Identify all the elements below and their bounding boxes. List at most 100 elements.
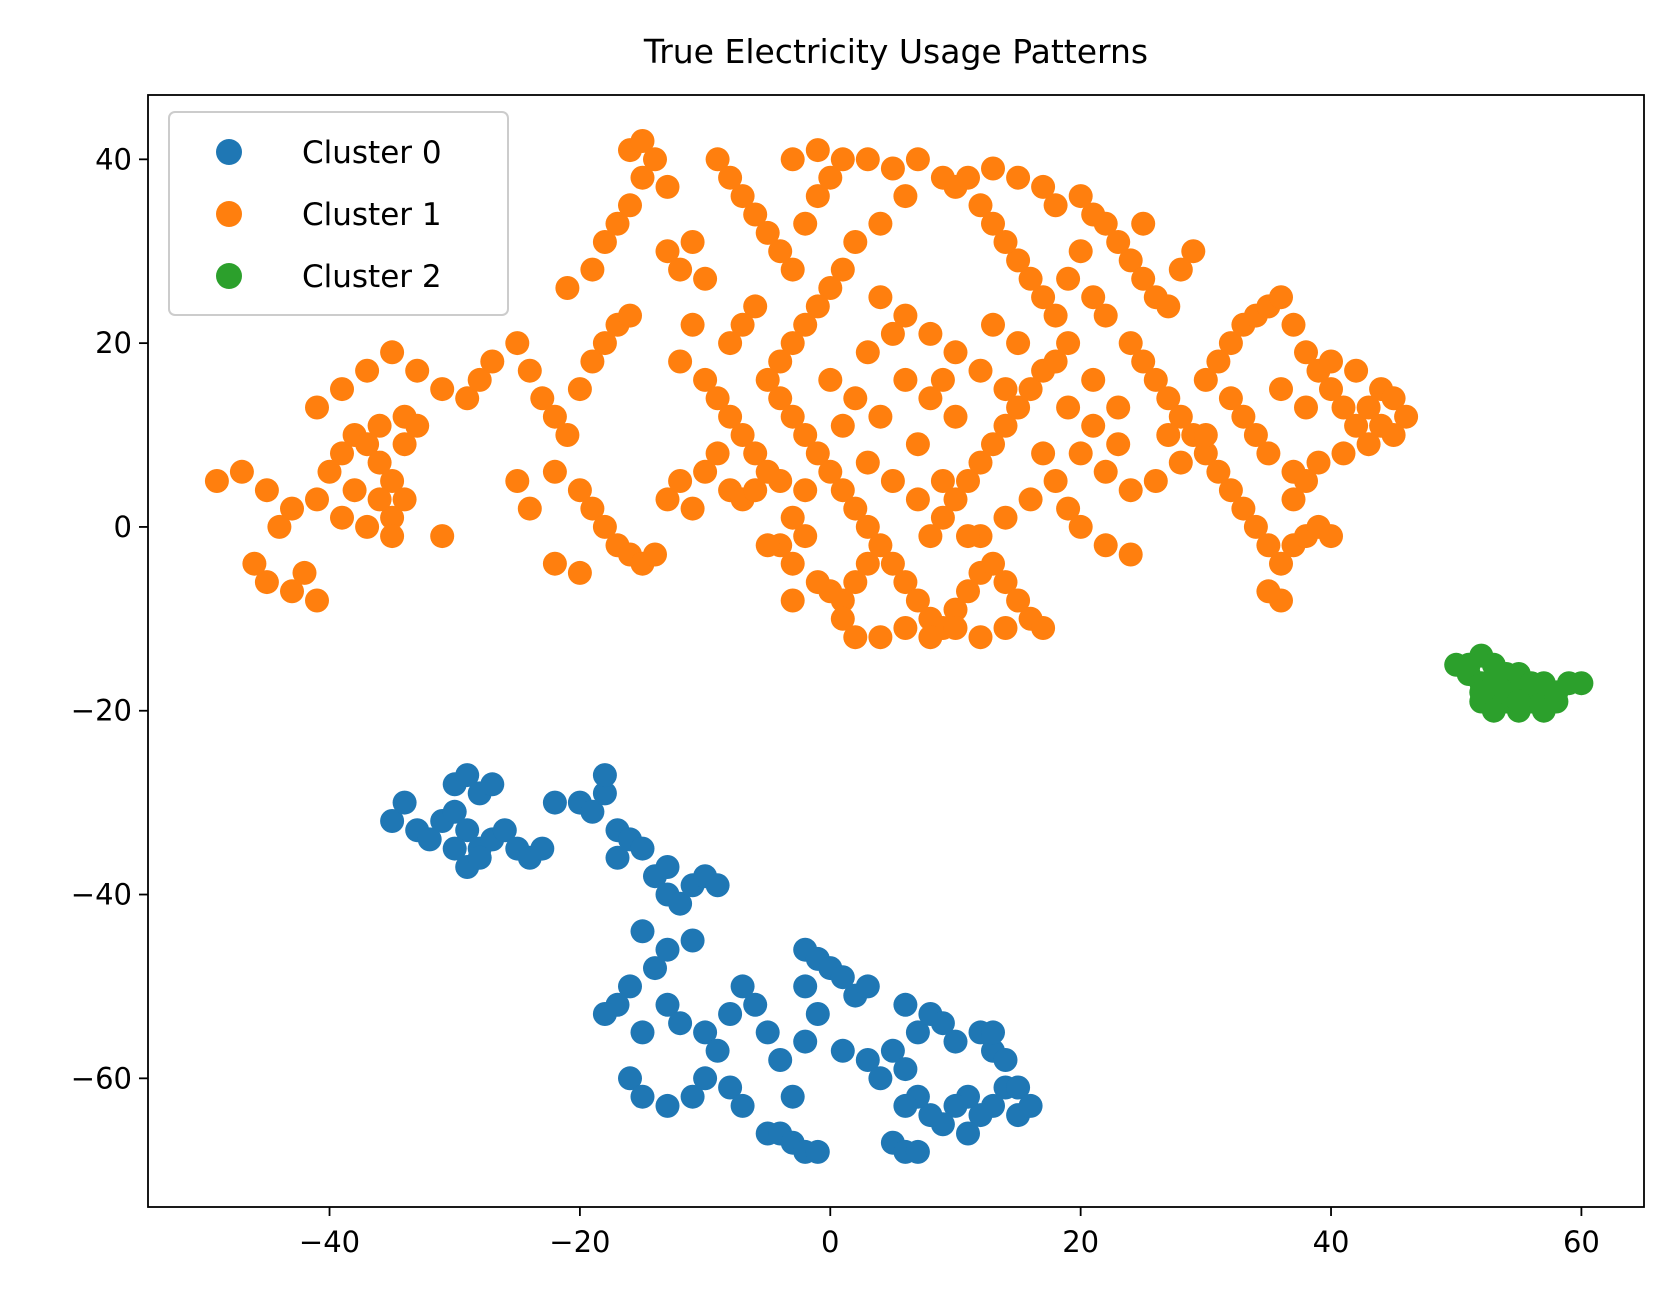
data-point — [1118, 478, 1143, 503]
data-point — [1218, 331, 1243, 356]
data-point — [830, 257, 855, 282]
data-point — [668, 891, 693, 916]
data-point — [943, 340, 968, 365]
data-point — [430, 377, 455, 402]
legend-label: Cluster 2 — [302, 259, 442, 295]
data-point — [1093, 459, 1118, 484]
data-point — [868, 1066, 893, 1091]
data-point — [317, 459, 342, 484]
data-point — [805, 294, 830, 319]
data-point — [768, 239, 793, 264]
data-point — [768, 1048, 793, 1072]
data-point — [267, 514, 292, 539]
chart-title: True Electricity Usage Patterns — [643, 32, 1148, 71]
data-point — [1231, 496, 1256, 521]
data-point — [893, 570, 918, 595]
data-point — [1319, 377, 1343, 402]
y-tick-label: −20 — [71, 694, 132, 728]
data-point — [1131, 349, 1156, 374]
data-point — [743, 992, 768, 1017]
data-point — [1356, 395, 1381, 420]
data-point — [718, 1075, 743, 1100]
data-point — [442, 799, 467, 824]
data-point — [580, 799, 605, 824]
data-point — [1081, 413, 1106, 438]
data-point — [868, 285, 893, 310]
data-point — [1018, 266, 1043, 291]
data-point — [618, 974, 642, 999]
data-point — [643, 542, 667, 567]
data-point — [342, 478, 367, 503]
data-point — [793, 423, 818, 447]
data-point — [655, 174, 680, 199]
data-point — [705, 873, 730, 898]
data-point — [630, 836, 655, 861]
data-point — [655, 855, 680, 879]
data-point — [680, 1084, 705, 1109]
data-point — [618, 1066, 642, 1091]
data-point — [1531, 671, 1556, 696]
data-point — [843, 570, 868, 595]
data-point — [1269, 285, 1293, 310]
x-tick-label: −40 — [299, 1225, 360, 1259]
data-point — [1031, 441, 1056, 466]
data-point — [630, 129, 655, 153]
data-point — [630, 919, 655, 944]
data-point — [981, 432, 1005, 457]
data-point — [1056, 496, 1081, 521]
data-point — [1006, 248, 1031, 273]
data-point — [1031, 174, 1056, 199]
data-point — [1319, 349, 1343, 374]
data-point — [705, 386, 730, 411]
x-tick-label: 60 — [1563, 1225, 1600, 1259]
data-point — [718, 165, 743, 190]
data-point — [1256, 441, 1281, 466]
data-point — [655, 992, 680, 1017]
data-point — [1093, 211, 1118, 236]
data-point — [367, 413, 392, 438]
data-point — [943, 1093, 968, 1118]
data-point — [1344, 413, 1369, 438]
data-point — [1218, 386, 1243, 411]
data-point — [855, 147, 880, 172]
data-point — [780, 331, 805, 356]
data-point — [1131, 266, 1156, 291]
data-point — [893, 616, 918, 640]
data-point — [1193, 423, 1218, 447]
data-point — [981, 312, 1005, 337]
data-point — [517, 358, 542, 383]
data-point — [855, 974, 880, 999]
data-point — [930, 165, 955, 190]
data-point — [730, 974, 755, 999]
data-point — [1006, 165, 1031, 190]
y-tick-label: 40 — [95, 142, 132, 176]
data-point — [630, 1020, 655, 1045]
data-point — [1544, 689, 1569, 714]
data-point — [367, 487, 392, 512]
data-point — [1106, 395, 1131, 420]
data-point — [918, 386, 943, 411]
data-point — [855, 514, 880, 539]
data-point — [668, 469, 693, 493]
data-point — [605, 211, 630, 236]
data-point — [855, 450, 880, 475]
data-point — [1294, 340, 1318, 365]
data-point — [793, 524, 818, 549]
data-point — [793, 211, 818, 236]
data-point — [743, 294, 768, 319]
legend: Cluster 0 Cluster 1 Cluster 2 — [168, 111, 509, 316]
x-tick-label: 20 — [1062, 1225, 1099, 1259]
data-point — [930, 505, 955, 530]
data-point — [855, 340, 880, 365]
data-point — [830, 606, 855, 631]
data-point — [467, 845, 492, 870]
data-point — [392, 487, 417, 512]
data-point — [630, 165, 655, 190]
legend-marker — [216, 263, 242, 289]
legend-label: Cluster 1 — [302, 197, 442, 233]
legend-marker — [216, 139, 242, 165]
data-point — [367, 450, 392, 475]
data-point — [1281, 312, 1306, 337]
data-point — [643, 956, 667, 981]
